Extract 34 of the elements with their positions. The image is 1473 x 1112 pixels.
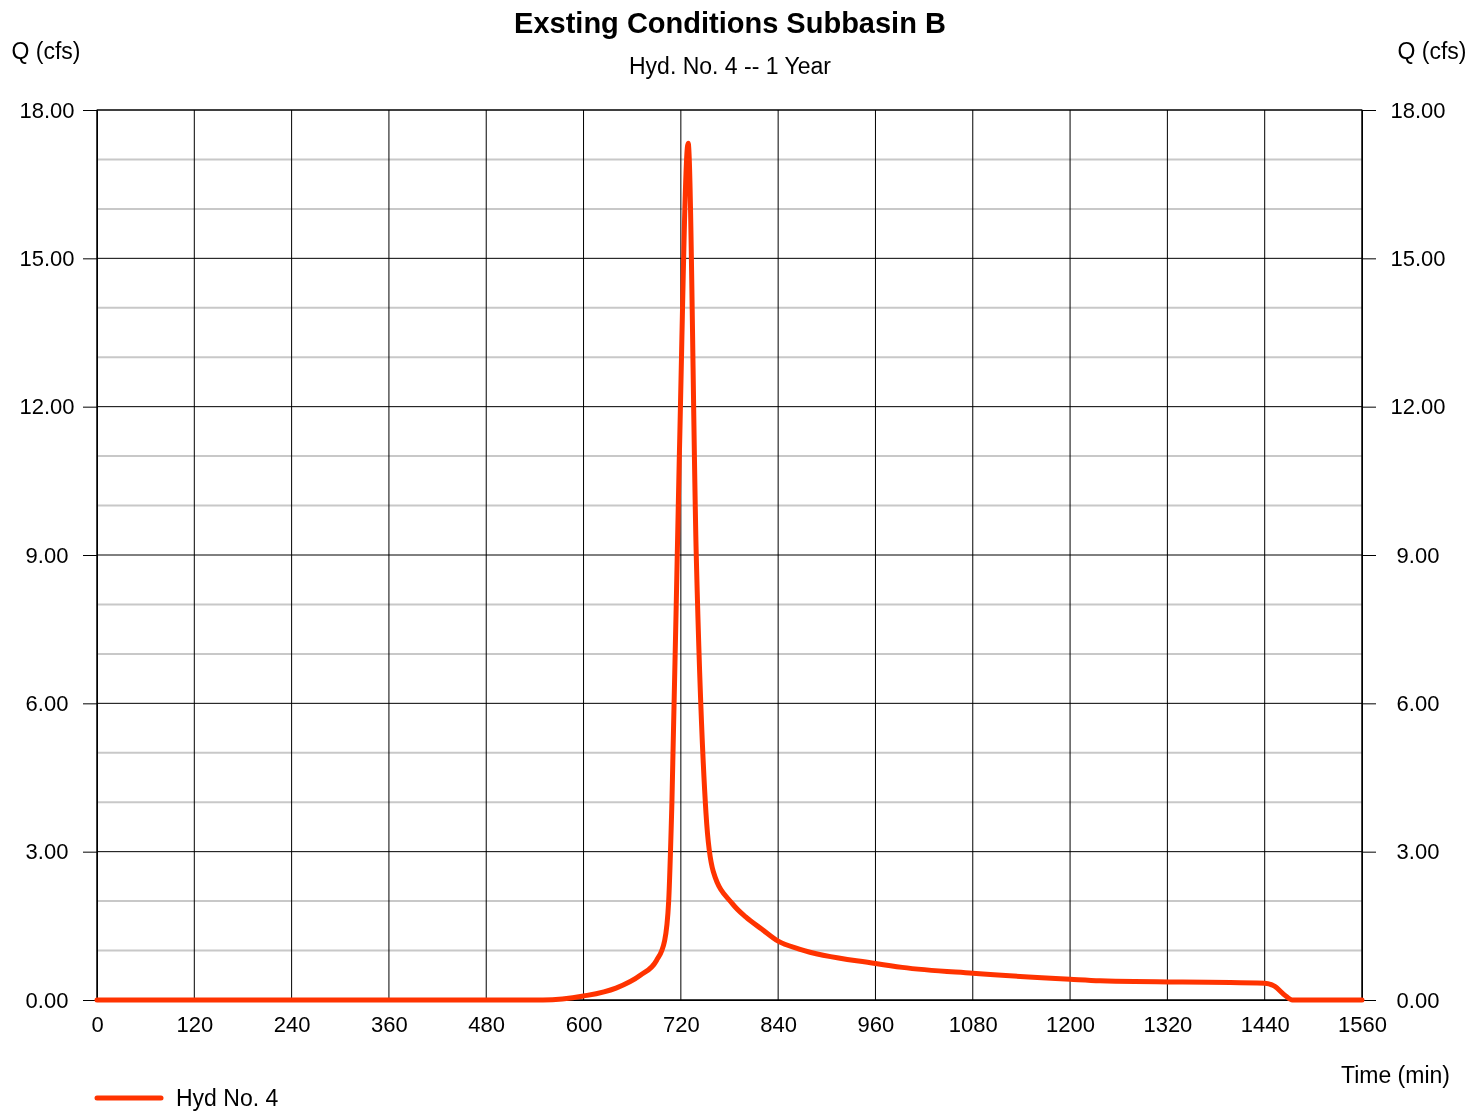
y-tick-label: 9.00 — [25, 542, 69, 568]
x-tick-label: 1440 — [1240, 1011, 1290, 1037]
y-tick-label: 18.00 — [19, 97, 75, 123]
x-tick-label: 1080 — [948, 1011, 998, 1037]
x-tick-label: 360 — [371, 1011, 408, 1037]
x-tick-label: 600 — [565, 1011, 603, 1037]
y-tick-label: 15.00 — [19, 245, 75, 271]
x-tick-label: 0 — [91, 1011, 104, 1037]
y2-axis-title: Q (cfs) — [1397, 38, 1467, 64]
x-tick-label: 240 — [273, 1011, 311, 1037]
x-tick-label: 960 — [857, 1011, 895, 1037]
y-tick-label: 12.00 — [19, 394, 75, 420]
legend-label: Hyd No. 4 — [176, 1085, 279, 1111]
y-tick-label: 3.00 — [25, 839, 69, 865]
y2-tick-label: 6.00 — [1396, 690, 1440, 716]
y2-tick-label: 0.00 — [1396, 987, 1440, 1013]
x-tick-label: 720 — [662, 1011, 700, 1037]
x-tick-label: 1320 — [1143, 1011, 1193, 1037]
y2-tick-label: 3.00 — [1396, 839, 1440, 865]
y2-tick-label: 15.00 — [1390, 245, 1446, 271]
y2-tick-label: 9.00 — [1396, 542, 1440, 568]
y-tick-label: 0.00 — [25, 987, 69, 1013]
x-tick-label: 840 — [760, 1011, 798, 1037]
x-tick-label: 480 — [468, 1011, 506, 1037]
y2-tick-label: 12.00 — [1390, 394, 1446, 420]
x-tick-label: 1200 — [1046, 1011, 1096, 1037]
y-axis-title: Q (cfs) — [11, 38, 81, 64]
y-tick-label: 6.00 — [25, 690, 69, 716]
y2-tick-label: 18.00 — [1390, 97, 1446, 123]
x-tick-label: 120 — [176, 1011, 214, 1037]
chart-title: Exsting Conditions Subbasin B — [514, 7, 946, 39]
x-axis-title: Time (min) — [1340, 1062, 1450, 1088]
x-tick-label: 1560 — [1338, 1011, 1387, 1037]
chart-subtitle: Hyd. No. 4 -- 1 Year — [629, 53, 832, 79]
